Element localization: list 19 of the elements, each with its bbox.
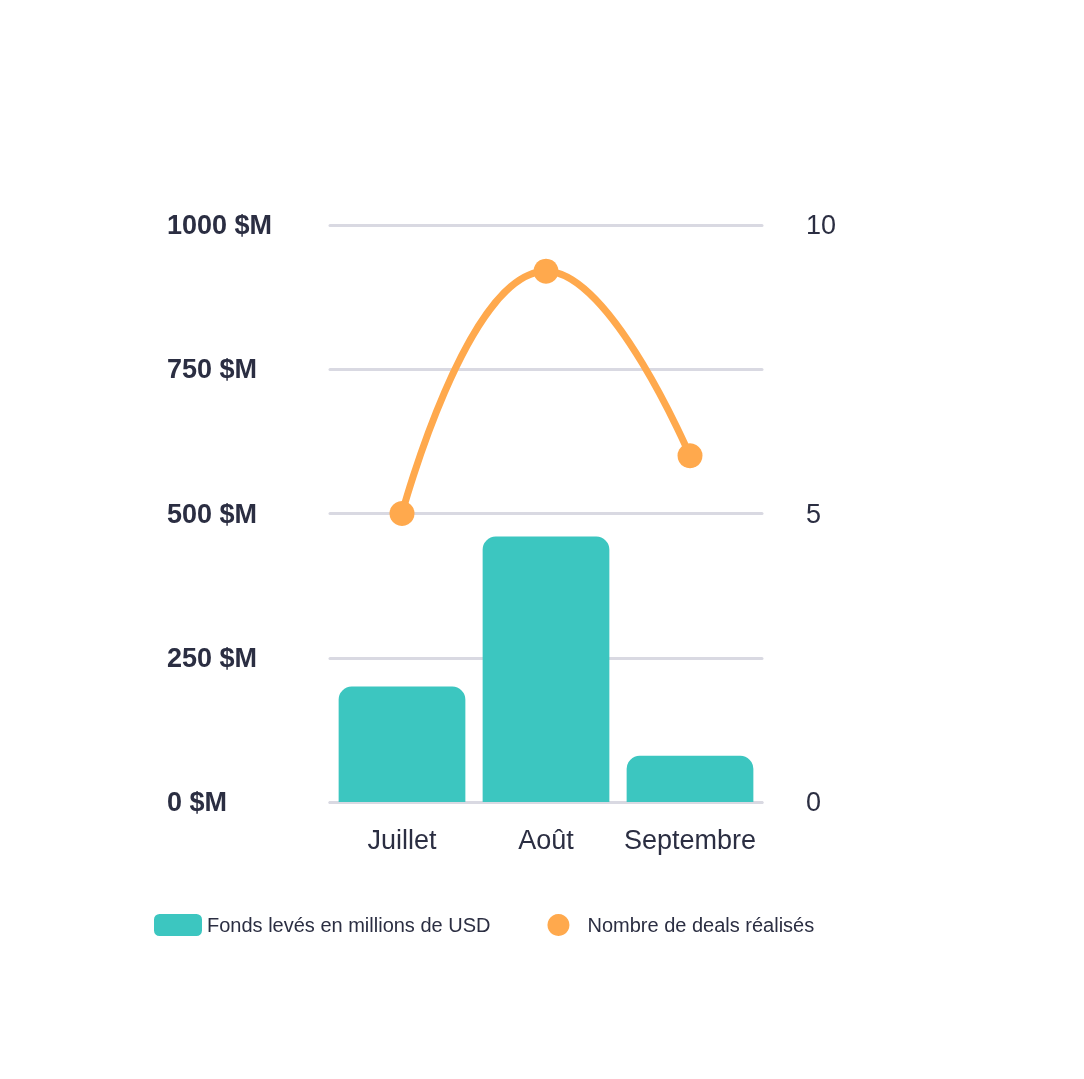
x-tick-label: Août [518, 824, 575, 855]
y2-tick-label: 0 [806, 787, 822, 817]
point [677, 443, 703, 469]
legend-label: Nombre de deals réalisés [587, 914, 815, 936]
y2-tick-label: 10 [806, 210, 837, 240]
x-tick-label: Septembre [623, 824, 757, 855]
point [389, 501, 415, 526]
y-tick-label: 750 $M [167, 354, 258, 385]
y-tick-label: 0 $M [167, 787, 228, 817]
bar [338, 686, 466, 802]
y2-tick-label: 5 [806, 498, 822, 529]
x-tick-label: Juillet [367, 824, 438, 855]
legend-label: Fonds levés en millions de USD [207, 914, 491, 936]
y-tick-label: 1000 $M [167, 210, 273, 240]
point [533, 258, 559, 284]
y-tick-label: 250 $M [167, 642, 258, 673]
y-tick-label: 500 $M [167, 498, 258, 529]
bar [482, 536, 610, 802]
bar [626, 755, 754, 802]
